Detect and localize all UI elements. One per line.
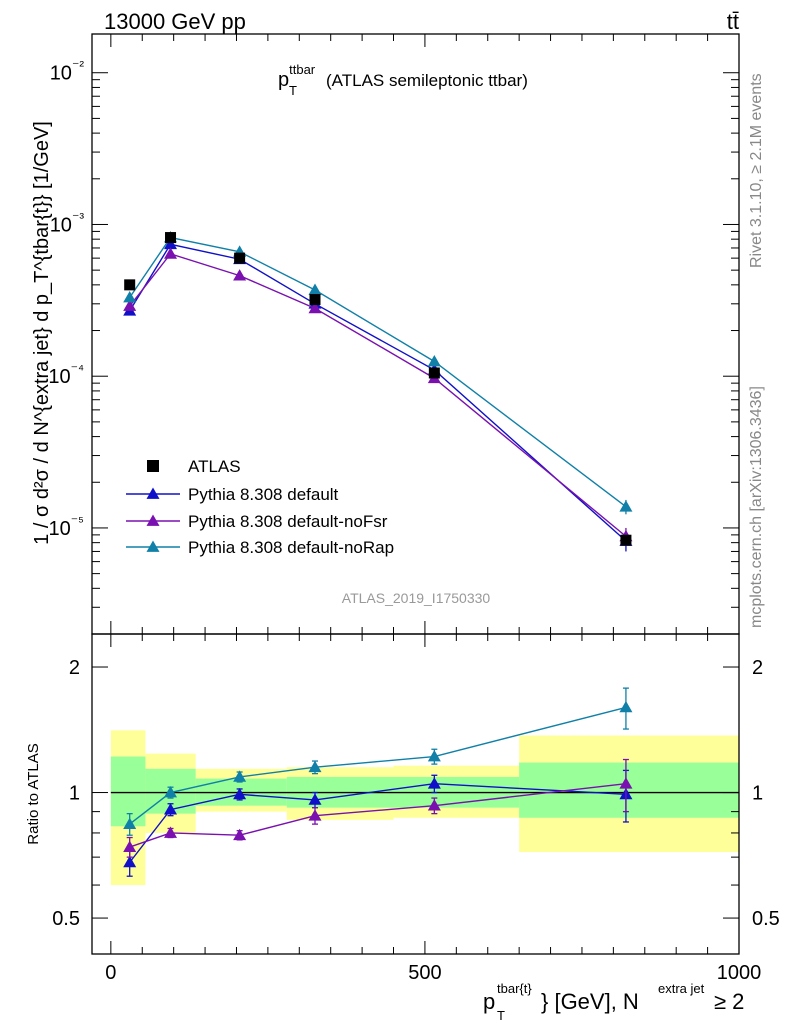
ratio-y-tick-label-right: 2 xyxy=(752,657,763,679)
main-series-marker xyxy=(619,500,633,512)
ratio-series-marker xyxy=(619,700,633,713)
ratio-series-marker xyxy=(233,770,247,782)
x-axis-label-sup: tbar{t} xyxy=(497,981,532,996)
plot-title-rest: (ATLAS semileptonic ttbar) xyxy=(326,71,528,90)
main-y-tick-label-base: 10 xyxy=(50,63,72,85)
x-axis-label-sup2: extra jet xyxy=(658,981,705,996)
ratio-series-marker xyxy=(233,828,247,841)
ratio-series-marker xyxy=(123,840,137,852)
ratio-series-marker xyxy=(164,826,178,838)
main-y-tick-label-base: 10 xyxy=(48,366,70,388)
main-y-tick-label: 10⁻⁵ xyxy=(49,513,84,540)
x-axis-label-rest: } [GeV], N xyxy=(541,989,639,1014)
main-series-marker xyxy=(123,299,137,311)
ratio-series-marker xyxy=(308,793,322,805)
main-series-line-3 xyxy=(129,236,627,508)
ratio-y-tick-label-right: 0.5 xyxy=(752,908,780,930)
ratio-y-tick-label: 0.5 xyxy=(52,908,80,930)
ratio-series-marker xyxy=(308,760,322,773)
rivet-label: Rivet 3.1.10, ≥ 2.1M events xyxy=(748,73,765,268)
main-series-marker xyxy=(427,355,441,367)
legend-marker-1 xyxy=(146,487,160,499)
x-tick-label: 0 xyxy=(105,962,116,984)
ratio-series-marker xyxy=(427,799,441,811)
ratio-plot-content: 0.5 0.5 1 1 2 2 0 500 1000 xyxy=(52,634,780,984)
ratio-series-marker xyxy=(619,777,633,789)
ratio-y-tick-label-right: 1 xyxy=(752,783,763,805)
ratio-y-tick-label: 1 xyxy=(69,783,80,805)
main-y-tick-label-base: 10 xyxy=(49,518,71,540)
main-y-axis-label-text: 1 / σ d²σ / d N^{extra jet} d p_T^{tbar{… xyxy=(31,121,53,545)
main-y-tick-label-exp: ⁻³ xyxy=(72,209,84,225)
data-point xyxy=(428,367,440,379)
ratio-y-tick-label: 2 xyxy=(69,657,80,679)
ratio-series-line-0 xyxy=(129,783,626,863)
ratio-series-marker xyxy=(123,855,137,868)
main-y-tick-label-exp: ⁻⁴ xyxy=(71,361,84,377)
main-series-marker xyxy=(164,247,178,259)
process-label: tt̄ xyxy=(727,9,739,34)
main-y-tick-label-exp: ⁻² xyxy=(72,58,84,74)
main-series-marker xyxy=(123,291,137,303)
legend-label-3: Pythia 8.308 default-noRap xyxy=(188,538,394,557)
main-series-line-2 xyxy=(129,253,627,537)
legend-marker-data xyxy=(147,460,159,472)
ratio-series-marker xyxy=(123,817,137,829)
data-point xyxy=(234,252,246,264)
x-tick-label: 1000 xyxy=(717,962,762,984)
data-point xyxy=(165,232,177,244)
main-series-line-1 xyxy=(129,243,627,542)
legend-label-1: Pythia 8.308 default xyxy=(188,485,339,504)
main-series-marker xyxy=(233,269,247,281)
ratio-series-line-2 xyxy=(129,706,627,825)
data-point xyxy=(309,294,321,306)
legend-label-2: Pythia 8.308 default-noFsr xyxy=(188,512,388,531)
source-label: mcplots.cern.ch [arXiv:1306.3436] xyxy=(748,386,765,628)
main-y-tick-label-base: 10 xyxy=(50,214,72,236)
plot-title-sub: T xyxy=(289,83,297,98)
main-y-tick-label-exp: ⁻⁵ xyxy=(71,513,84,529)
ratio-panel: 0.5 0.5 1 1 2 2 0 500 1000 Ratio to ATLAS p tbar… xyxy=(25,633,780,1023)
x-tick-label: 500 xyxy=(408,962,441,984)
legend-marker-2 xyxy=(146,514,160,526)
plot-title-p: p xyxy=(278,69,289,91)
ratio-series-marker xyxy=(164,803,178,815)
main-y-axis-label: 1 / σ d²σ / d N^{extra jet} d p_T^{tbar{… xyxy=(31,121,53,545)
x-axis-label-sub: T xyxy=(497,1008,505,1023)
main-series-marker xyxy=(308,301,322,314)
legend-marker-3 xyxy=(146,540,160,552)
x-axis-label-end: ≥ 2 xyxy=(714,989,744,1014)
ratio-series-marker xyxy=(308,809,322,821)
main-y-tick-label: 10⁻² xyxy=(50,58,85,85)
ratio-series-line-1 xyxy=(129,783,627,848)
data-point xyxy=(124,279,136,291)
energy-label: 13000 GeV pp xyxy=(104,9,246,34)
main-y-tick-label: 10⁻³ xyxy=(50,209,85,236)
ratio-series-marker xyxy=(427,777,441,789)
plot-title-sup: ttbar xyxy=(289,62,316,77)
ratio-series-marker xyxy=(164,786,178,798)
data-point xyxy=(620,534,632,546)
main-plot-content: 10⁻⁵10⁻⁴10⁻³10⁻² xyxy=(48,34,740,635)
main-series-marker xyxy=(164,237,178,250)
ratio-frame xyxy=(91,633,740,955)
main-panel: 10⁻⁵10⁻⁴10⁻³10⁻² pttbar T (ATLAS semilep… xyxy=(31,33,740,635)
x-axis-label: p tbar{t} T } [GeV], N extra jet ≥ 2 xyxy=(483,981,744,1023)
main-series-marker xyxy=(308,283,322,295)
ratio-series-marker xyxy=(427,750,441,762)
watermark: ATLAS_2019_I1750330 xyxy=(342,590,491,606)
ratio-y-axis-label: Ratio to ATLAS xyxy=(25,743,42,844)
plot-title: pttbar xyxy=(278,62,316,91)
x-axis-label-p: p xyxy=(483,989,495,1014)
ratio-series-marker xyxy=(233,787,247,800)
main-y-tick-label: 10⁻⁴ xyxy=(48,361,84,388)
legend: ATLAS Pythia 8.308 default Pythia 8.308 de… xyxy=(126,457,394,557)
ratio-band-inner-0 xyxy=(110,756,146,827)
legend-label-0: ATLAS xyxy=(188,457,241,476)
